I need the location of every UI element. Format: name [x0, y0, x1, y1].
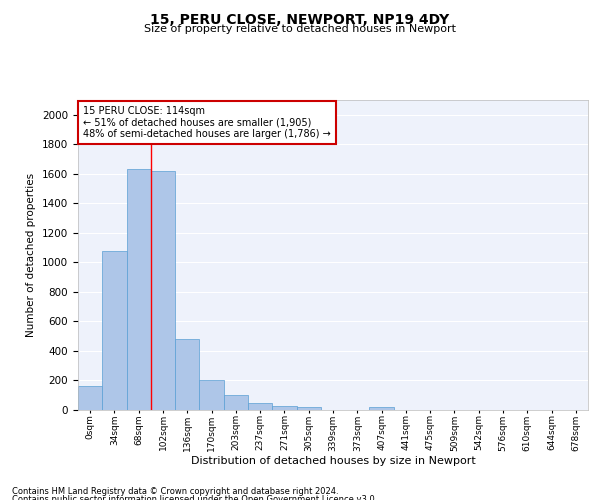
Bar: [199, 380, 224, 410]
Bar: [127, 170, 151, 410]
Text: 15, PERU CLOSE, NEWPORT, NP19 4DY: 15, PERU CLOSE, NEWPORT, NP19 4DY: [151, 12, 449, 26]
Bar: [296, 407, 321, 410]
Y-axis label: Number of detached properties: Number of detached properties: [26, 173, 37, 337]
Bar: [248, 404, 272, 410]
Bar: [370, 407, 394, 410]
Bar: [175, 339, 199, 410]
Text: Size of property relative to detached houses in Newport: Size of property relative to detached ho…: [144, 24, 456, 34]
Bar: [151, 171, 175, 410]
X-axis label: Distribution of detached houses by size in Newport: Distribution of detached houses by size …: [191, 456, 475, 466]
Bar: [102, 250, 127, 410]
Bar: [224, 395, 248, 410]
Text: 15 PERU CLOSE: 114sqm
← 51% of detached houses are smaller (1,905)
48% of semi-d: 15 PERU CLOSE: 114sqm ← 51% of detached …: [83, 106, 331, 140]
Text: Contains public sector information licensed under the Open Government Licence v3: Contains public sector information licen…: [12, 495, 377, 500]
Text: Contains HM Land Registry data © Crown copyright and database right 2024.: Contains HM Land Registry data © Crown c…: [12, 488, 338, 496]
Bar: [78, 386, 102, 410]
Bar: [272, 406, 296, 410]
